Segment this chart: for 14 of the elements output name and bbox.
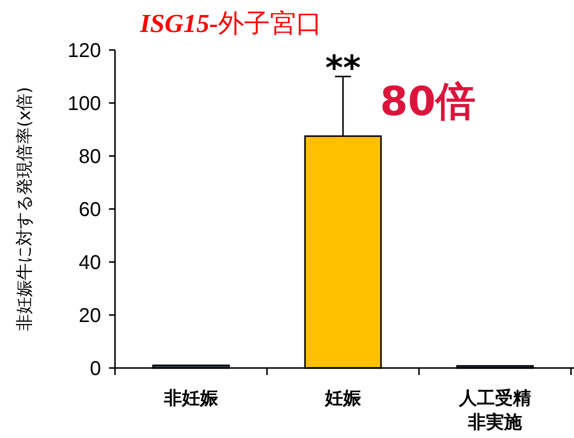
chart-title: ISG15-外子宮口: [139, 9, 322, 39]
y-tick-label: 80: [78, 146, 101, 168]
x-tick-label: 妊娠: [324, 388, 362, 409]
y-tick-label: 60: [78, 199, 101, 221]
annotation: **: [325, 48, 361, 88]
annotation: 80倍: [380, 79, 476, 125]
y-tick-label: 100: [68, 93, 101, 115]
x-tick-label: 非妊娠: [163, 388, 219, 409]
y-tick-label: 120: [68, 40, 101, 62]
y-axis-title: 非妊娠牛に対する発現倍率(x倍): [15, 86, 35, 332]
y-tick-label: 0: [90, 358, 101, 380]
x-tick-label: 人工受精非実施: [458, 388, 531, 433]
y-tick-label: 40: [78, 252, 101, 274]
y-tick-label: 20: [78, 305, 101, 327]
